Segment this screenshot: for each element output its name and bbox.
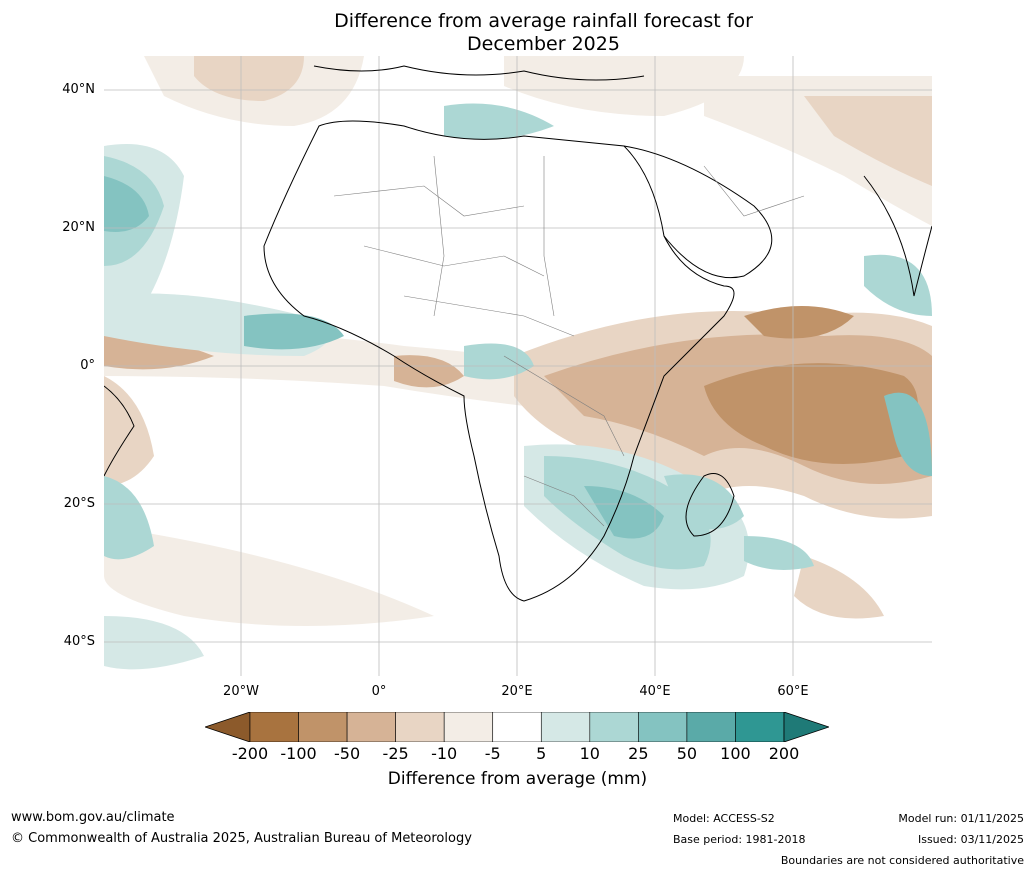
lon-label-40e: 40°E bbox=[639, 684, 671, 699]
graticule bbox=[104, 56, 932, 676]
colorbar-tick-label: 100 bbox=[720, 744, 751, 763]
madagascar-coastline bbox=[685, 473, 735, 537]
colorbar-bin-0 bbox=[249, 711, 299, 743]
title-line-1: Difference from average rainfall forecas… bbox=[334, 10, 753, 32]
footer-model-run: Model run: 01/11/2025 bbox=[898, 812, 1024, 825]
lat-label-20n: 20°N bbox=[62, 220, 95, 235]
colorbar-bin-3 bbox=[395, 711, 445, 743]
africa-coastline bbox=[263, 120, 735, 602]
lat-label-0: 0° bbox=[80, 358, 95, 373]
colorbar-tick-label: -10 bbox=[431, 744, 458, 763]
arabia-coastline bbox=[623, 145, 773, 279]
lon-label-20e: 20°E bbox=[501, 684, 533, 699]
title-line-2: December 2025 bbox=[467, 33, 620, 55]
rainfall-anomaly-map bbox=[104, 56, 932, 676]
colorbar-svg bbox=[203, 711, 831, 743]
map-svg bbox=[104, 56, 932, 676]
lon-label-20w: 20°W bbox=[223, 684, 259, 699]
colorbar-tick-label: 25 bbox=[628, 744, 649, 763]
footer-model: Model: ACCESS-S2 bbox=[673, 812, 775, 825]
colorbar-bin-8 bbox=[638, 711, 688, 743]
europe-coastline bbox=[313, 65, 645, 81]
colorbar-title: Difference from average (mm) bbox=[387, 769, 648, 789]
colorbar-bin-9 bbox=[686, 711, 736, 743]
colorbar-tick-label: -100 bbox=[280, 744, 317, 763]
colorbar bbox=[203, 711, 831, 743]
colorbar-bin-6 bbox=[540, 711, 591, 743]
footer-issued: Issued: 03/11/2025 bbox=[917, 833, 1024, 846]
colorbar-bin-10 bbox=[735, 711, 785, 743]
colorbar-tick-label: 10 bbox=[579, 744, 600, 763]
colorbar-bin-1 bbox=[298, 711, 348, 743]
colorbar-tick-label: 5 bbox=[536, 744, 547, 763]
footer-base-period: Base period: 1981-2018 bbox=[673, 833, 806, 846]
colorbar-tick-label: -200 bbox=[231, 744, 269, 763]
colorbar-bin-4 bbox=[443, 711, 494, 743]
footer-copyright: © Commonwealth of Australia 2025, Austra… bbox=[11, 831, 472, 846]
south-america-coastline bbox=[104, 385, 135, 477]
footer-url[interactable]: www.bom.gov.au/climate bbox=[11, 810, 175, 825]
colorbar-tick-label: -5 bbox=[484, 744, 501, 763]
lat-label-40s: 40°S bbox=[63, 634, 95, 649]
chart-title: Difference from average rainfall forecas… bbox=[0, 10, 1035, 56]
colorbar-bin-7 bbox=[589, 711, 639, 743]
lat-label-20s: 20°S bbox=[63, 496, 95, 511]
colorbar-bin-2 bbox=[346, 711, 396, 743]
footer-boundaries: Boundaries are not considered authoritat… bbox=[780, 854, 1024, 867]
lat-label-40n: 40°N bbox=[62, 82, 95, 97]
coastlines bbox=[104, 65, 932, 602]
lon-label-0: 0° bbox=[371, 684, 387, 699]
anomaly-shading bbox=[104, 56, 932, 670]
colorbar-bin-5 bbox=[492, 711, 542, 743]
colorbar-tick-label: 50 bbox=[676, 744, 698, 763]
country-borders bbox=[333, 155, 805, 527]
colorbar-left-arrow bbox=[203, 711, 251, 743]
india-coastline bbox=[863, 175, 932, 297]
colorbar-right-arrow bbox=[783, 711, 831, 743]
lon-label-60e: 60°E bbox=[777, 684, 809, 699]
colorbar-tick-label: -25 bbox=[382, 744, 409, 763]
colorbar-tick-label: -50 bbox=[334, 744, 361, 763]
colorbar-tick-label: 200 bbox=[768, 744, 800, 763]
